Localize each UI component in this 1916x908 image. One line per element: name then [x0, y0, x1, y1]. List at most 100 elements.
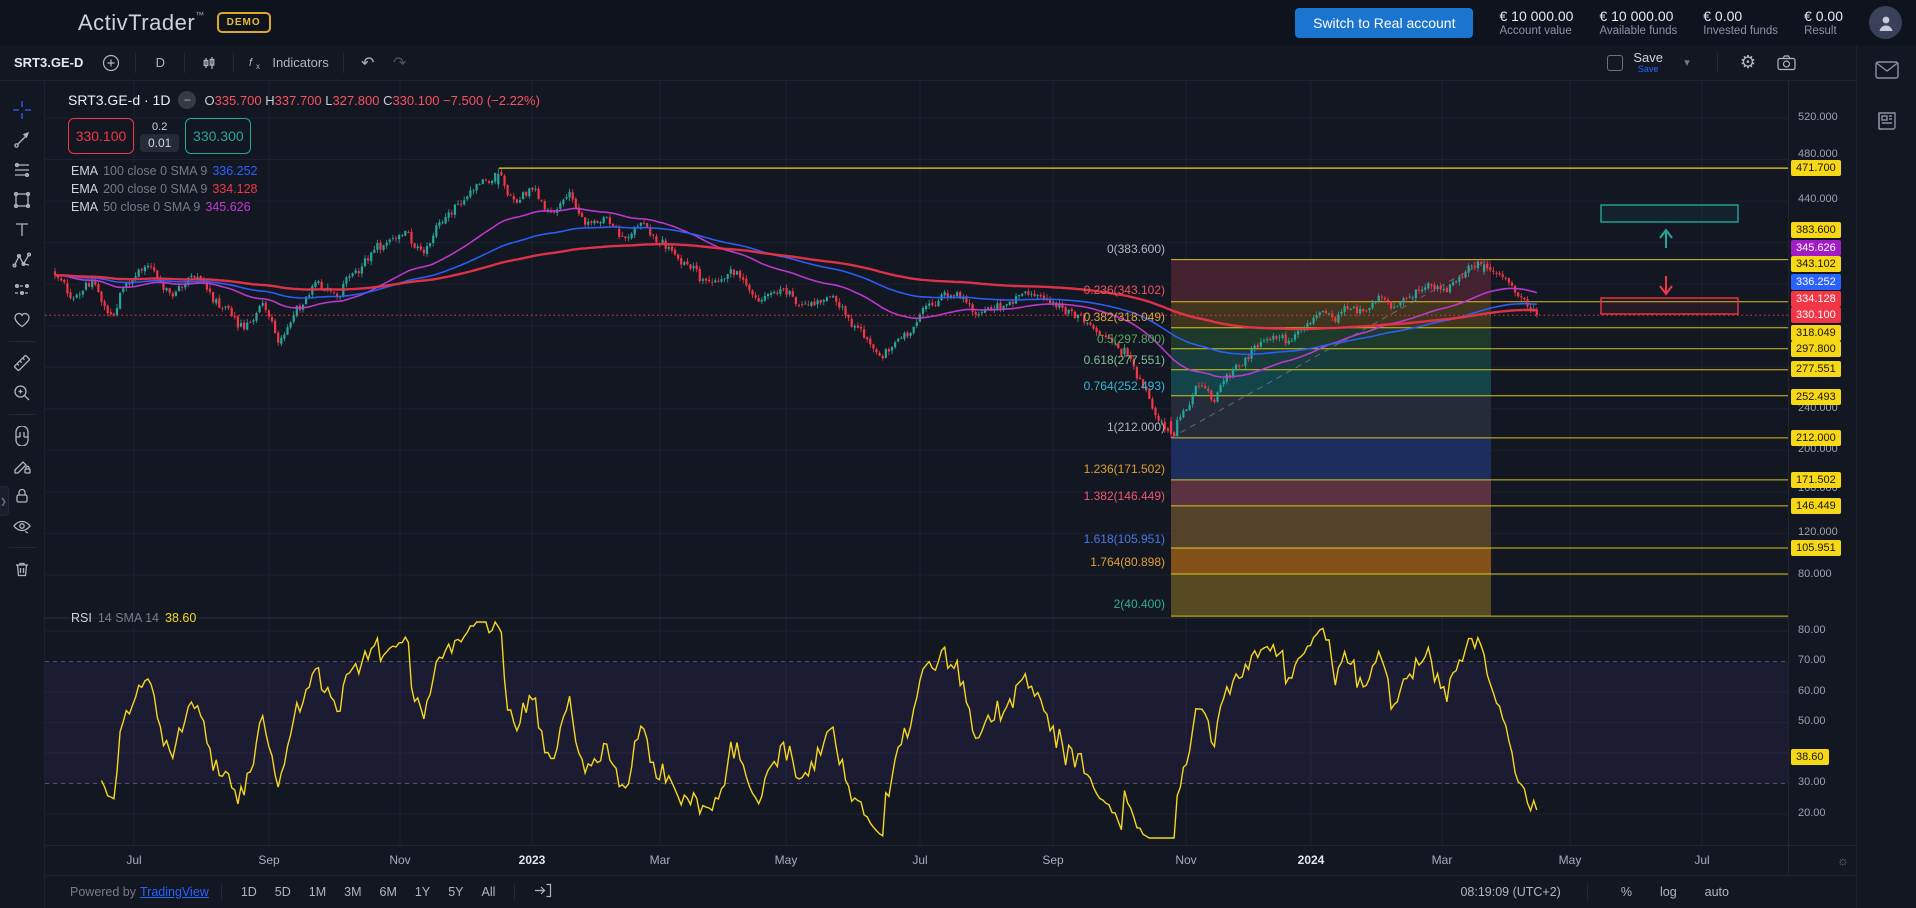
- pattern-tool-icon[interactable]: [5, 245, 39, 275]
- legend-symbol[interactable]: SRT3.GE-d · 1D: [68, 92, 171, 108]
- account-stats: € 10 000.00 Account value € 10 000.00 Avail…: [1499, 8, 1843, 37]
- axis-settings-corner[interactable]: ☼: [1788, 845, 1856, 875]
- icons-emoji-tool-icon[interactable]: [5, 305, 39, 335]
- log-scale-button[interactable]: log: [1659, 885, 1677, 899]
- symbol-button[interactable]: SRT3.GE-D: [14, 55, 84, 70]
- time-axis[interactable]: Jul Sep Nov 2023 Mar May Jul Sep Nov 2024 Mar May Ju…: [45, 845, 1788, 875]
- bottom-divider: [514, 883, 516, 901]
- hide-all-eye-icon[interactable]: [5, 511, 39, 541]
- ema-legend-row[interactable]: EMA 100 close 0 SMA 9 336.252: [68, 162, 261, 180]
- time-axis-label: Jul: [1694, 853, 1710, 867]
- fib-retracement-tool-icon[interactable]: [5, 155, 39, 185]
- drawing-toolbar: ❯: [0, 81, 45, 908]
- price-chart-canvas[interactable]: [45, 81, 1788, 845]
- chart-area[interactable]: SRT3.GE-d · 1D − O335.700 H337.700 L327.…: [45, 81, 1856, 908]
- timeframe-button[interactable]: All: [481, 885, 496, 899]
- tradingview-link[interactable]: TradingView: [140, 885, 209, 899]
- sell-button[interactable]: 330.100: [68, 118, 134, 154]
- price-level-label: 146.449: [1791, 498, 1841, 514]
- trend-line-tool-icon[interactable]: [5, 125, 39, 155]
- theme-sun-icon[interactable]: ☼: [1837, 853, 1849, 868]
- top-bar: ActivTrader™ DEMO Switch to Real account…: [0, 0, 1916, 45]
- legend-ohlc: O335.700 H337.700 L327.800 C330.100 −7.5…: [204, 92, 540, 108]
- user-icon: [1879, 16, 1892, 31]
- legend-change: −7.500 (−2.22%): [443, 92, 540, 108]
- sidebar-collapse-handle[interactable]: ❯: [0, 486, 9, 516]
- buy-button[interactable]: 330.300: [185, 118, 252, 154]
- redo-icon[interactable]: ↷: [393, 54, 407, 72]
- remove-objects-trash-icon[interactable]: [5, 554, 39, 584]
- compare-add-icon[interactable]: [97, 50, 125, 76]
- messages-mail-icon[interactable]: [1874, 61, 1899, 79]
- save-menu-chevron-icon[interactable]: ▾: [1684, 57, 1690, 69]
- lock-all-tool-icon[interactable]: [5, 481, 39, 511]
- price-level-label: 334.128: [1791, 291, 1841, 307]
- legend-hide-icon[interactable]: −: [178, 91, 197, 109]
- spread-indicator: 0.2 0.01: [140, 121, 180, 152]
- time-axis-label: Sep: [1042, 853, 1064, 867]
- timeframe-button[interactable]: 3M: [344, 885, 362, 899]
- price-tick: 20.00: [1798, 807, 1826, 819]
- price-scale[interactable]: 520.000 480.000 440.000 240.000 200.000 160.0…: [1788, 81, 1856, 845]
- save-button[interactable]: Save Save: [1633, 50, 1663, 74]
- settings-gear-icon[interactable]: ⚙: [1739, 52, 1757, 72]
- time-axis-label: Nov: [389, 853, 411, 867]
- time-axis-label: Jul: [912, 853, 928, 867]
- percent-scale-button[interactable]: %: [1620, 885, 1632, 899]
- timeframe-button[interactable]: 1D: [240, 885, 257, 899]
- timeframe-button[interactable]: 1M: [308, 885, 327, 899]
- auto-scale-button[interactable]: auto: [1704, 885, 1729, 899]
- layout-select-button[interactable]: [1607, 54, 1624, 71]
- stat-label: Result: [1804, 25, 1837, 37]
- news-icon[interactable]: [1875, 109, 1899, 131]
- powered-by-label: Powered by: [70, 885, 137, 899]
- snapshot-camera-icon[interactable]: [1772, 50, 1800, 76]
- stat-label: Available funds: [1599, 25, 1678, 37]
- interval-button[interactable]: D: [155, 55, 166, 70]
- clock-label[interactable]: 08:19:09 (UTC+2): [1460, 885, 1561, 899]
- price-level-label: 212.000: [1791, 430, 1841, 446]
- indicator-legend-rows: EMA 100 close 0 SMA 9 336.252 EMA 200 close …: [68, 162, 540, 216]
- text-tool-icon[interactable]: [5, 215, 39, 245]
- avatar[interactable]: [1869, 6, 1902, 39]
- prediction-tool-icon[interactable]: [5, 275, 39, 305]
- stat-value: € 10 000.00: [1599, 8, 1674, 24]
- shapes-tool-icon[interactable]: [5, 185, 39, 215]
- time-axis-label: Jul: [126, 853, 142, 867]
- undo-icon[interactable]: ↶: [361, 54, 375, 72]
- ema-legend-row[interactable]: EMA 50 close 0 SMA 9 345.626: [68, 198, 254, 216]
- price-level-label: 171.502: [1791, 472, 1841, 488]
- brand: ActivTrader™ DEMO: [78, 10, 271, 36]
- price-tick: 80.00: [1798, 624, 1826, 636]
- stat-value: € 0.00: [1804, 8, 1843, 24]
- timeframe-row: 1D 5D 1M 3M 6M 1Y 5Y All: [234, 882, 503, 902]
- crosshair-tool-icon[interactable]: [5, 95, 39, 125]
- price-level-label: 105.951: [1791, 540, 1841, 556]
- bottom-bar: Powered by TradingView 1D 5D 1M 3M 6M 1Y 5Y All…: [45, 875, 1856, 908]
- switch-to-real-button[interactable]: Switch to Real account: [1295, 7, 1474, 38]
- svg-text:x: x: [256, 62, 260, 71]
- toolbar-divider: [342, 52, 344, 73]
- account-area: Switch to Real account € 10 000.00 Accoun…: [1295, 6, 1902, 39]
- price-tick: 240.000: [1798, 402, 1838, 414]
- time-axis-label: Mar: [649, 853, 671, 867]
- timeframe-button[interactable]: 5D: [274, 885, 291, 899]
- measure-ruler-tool-icon[interactable]: [5, 348, 39, 378]
- magnet-tool-icon[interactable]: [5, 421, 39, 451]
- account-stat: € 10 000.00 Account value: [1499, 8, 1573, 37]
- chart-style-icon[interactable]: [195, 50, 223, 76]
- stat-value: € 10 000.00: [1499, 8, 1574, 24]
- timeframe-button[interactable]: 1Y: [414, 885, 431, 899]
- ema-legend-row[interactable]: EMA 200 close 0 SMA 9 334.128: [68, 180, 261, 198]
- drawing-mode-lock-icon[interactable]: [5, 451, 39, 481]
- price-tick: 70.00: [1798, 654, 1826, 666]
- tools-divider: [9, 547, 35, 548]
- timeframe-button[interactable]: 6M: [379, 885, 397, 899]
- zoom-in-tool-icon[interactable]: [5, 378, 39, 408]
- price-tick: 60.00: [1798, 685, 1826, 697]
- timeframe-button[interactable]: 5Y: [448, 885, 464, 899]
- goto-date-icon[interactable]: [527, 880, 559, 904]
